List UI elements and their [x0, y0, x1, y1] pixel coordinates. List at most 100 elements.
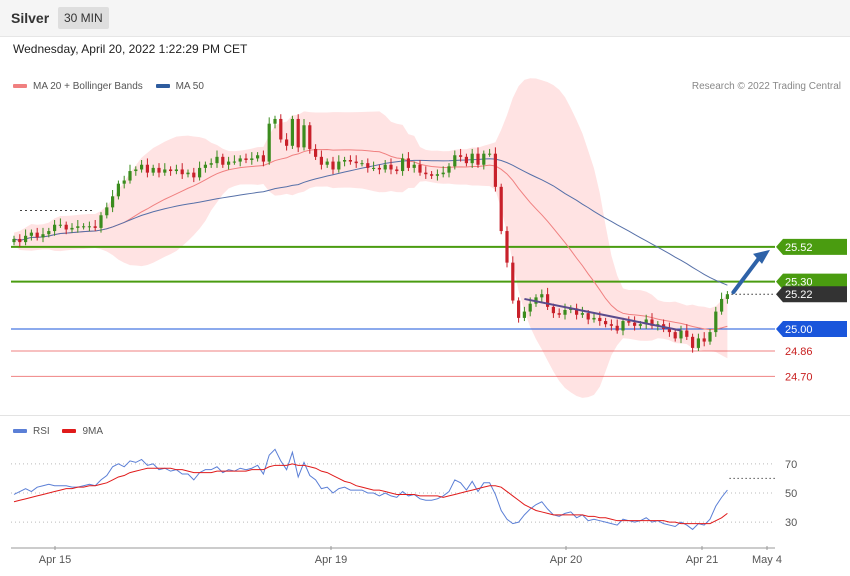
ma20-swatch	[13, 84, 27, 89]
panel-divider	[0, 415, 850, 416]
candle-body	[12, 238, 16, 243]
candle-body	[366, 163, 370, 168]
candle-body	[714, 311, 718, 333]
candle-body	[667, 328, 671, 333]
candle-body	[615, 325, 619, 331]
candle-body	[580, 313, 584, 315]
candle-body	[493, 153, 497, 187]
candle-body	[186, 172, 190, 175]
candle-body	[111, 196, 115, 208]
level-tag-25.00	[776, 320, 847, 337]
legend-item-rsi: RSI	[13, 426, 52, 437]
ma50-line	[13, 158, 728, 286]
candle-body	[279, 118, 283, 140]
main-legend: MA 20 + Bollinger Bands MA 50	[13, 81, 204, 92]
candle-body	[296, 118, 300, 148]
candle-body	[563, 310, 567, 315]
candle-body	[140, 164, 144, 170]
rsi-swatch	[13, 429, 27, 434]
timeframe-selector[interactable]: 30 MIN	[58, 7, 109, 29]
candle-body	[203, 164, 207, 168]
candle-body	[499, 186, 503, 232]
candle-body	[198, 167, 202, 178]
candle-body	[540, 294, 544, 298]
candle-body	[551, 306, 555, 314]
chart-header: Silver 30 MIN	[0, 0, 850, 37]
candle-body	[93, 226, 97, 228]
ma20-line	[13, 148, 728, 331]
trend-line	[524, 297, 682, 332]
candle-body	[627, 321, 631, 323]
candle-body	[575, 308, 579, 315]
candle-body	[511, 262, 515, 301]
candle-body	[238, 158, 242, 162]
candle-body	[47, 231, 51, 235]
level-label-25.22: 25.22	[785, 289, 813, 301]
candle-body	[134, 169, 138, 172]
report-timestamp: Wednesday, April 20, 2022 1:22:29 PM CET	[13, 42, 248, 56]
rsi-tick-70: 70	[785, 459, 797, 471]
x-tick-label: Apr 19	[315, 554, 347, 566]
candle-body	[41, 234, 45, 238]
candle-body	[174, 169, 178, 172]
bollinger-band	[14, 78, 728, 398]
level-label-25.52: 25.52	[785, 242, 813, 254]
rsi-tick-30: 30	[785, 517, 797, 529]
candle-body	[517, 300, 521, 318]
candle-body	[58, 224, 62, 226]
candle-body	[348, 160, 352, 162]
candle-body	[256, 155, 260, 159]
candle-body	[157, 167, 161, 173]
candle-body	[412, 164, 416, 168]
candle-body	[331, 161, 335, 170]
candle-body	[546, 294, 550, 307]
candle-body	[308, 125, 312, 149]
candle-body	[285, 139, 289, 146]
candle-body	[314, 148, 318, 157]
candle-body	[702, 338, 706, 342]
candle-body	[430, 174, 434, 176]
candle-body	[319, 156, 323, 165]
level-tag-25.22	[776, 286, 847, 303]
candle-body	[401, 158, 405, 172]
candle-body	[708, 332, 712, 342]
candle-body	[424, 172, 428, 175]
candle-body	[221, 156, 225, 165]
candle-body	[482, 153, 486, 165]
legend-label-ma50: MA 50	[175, 81, 204, 92]
candle-body	[633, 322, 637, 326]
candle-body	[720, 298, 724, 312]
candle-body	[116, 183, 120, 197]
level-label-25.30: 25.30	[785, 277, 813, 289]
candle-body	[505, 231, 509, 263]
forecast-arrow-shaft	[731, 254, 762, 295]
candle-body	[273, 118, 277, 124]
rsi-ma-line	[13, 463, 728, 525]
candle-body	[604, 321, 608, 325]
candle-body	[29, 232, 33, 236]
candle-body	[151, 167, 155, 173]
candle-body	[192, 172, 196, 178]
rsi-line	[13, 448, 728, 531]
research-credit: Research © 2022 Trading Central	[691, 81, 841, 92]
candle-body	[302, 125, 306, 148]
candle-body	[105, 207, 109, 216]
candles	[12, 114, 729, 353]
candle-body	[609, 324, 613, 326]
candle-body	[227, 161, 231, 165]
candle-body	[261, 155, 265, 162]
candle-body	[250, 158, 254, 160]
candle-body	[406, 158, 410, 168]
candle-body	[145, 164, 149, 173]
x-tick-label: Apr 20	[550, 554, 582, 566]
candle-body	[18, 238, 22, 243]
candle-body	[337, 161, 341, 170]
candle-body	[598, 317, 602, 322]
candle-body	[470, 153, 474, 164]
candle-body	[180, 169, 184, 175]
candle-body	[638, 324, 642, 326]
legend-item-ma20: MA 20 + Bollinger Bands	[13, 81, 146, 92]
candle-body	[644, 319, 648, 325]
candle-body	[522, 311, 526, 318]
candle-body	[163, 169, 167, 173]
